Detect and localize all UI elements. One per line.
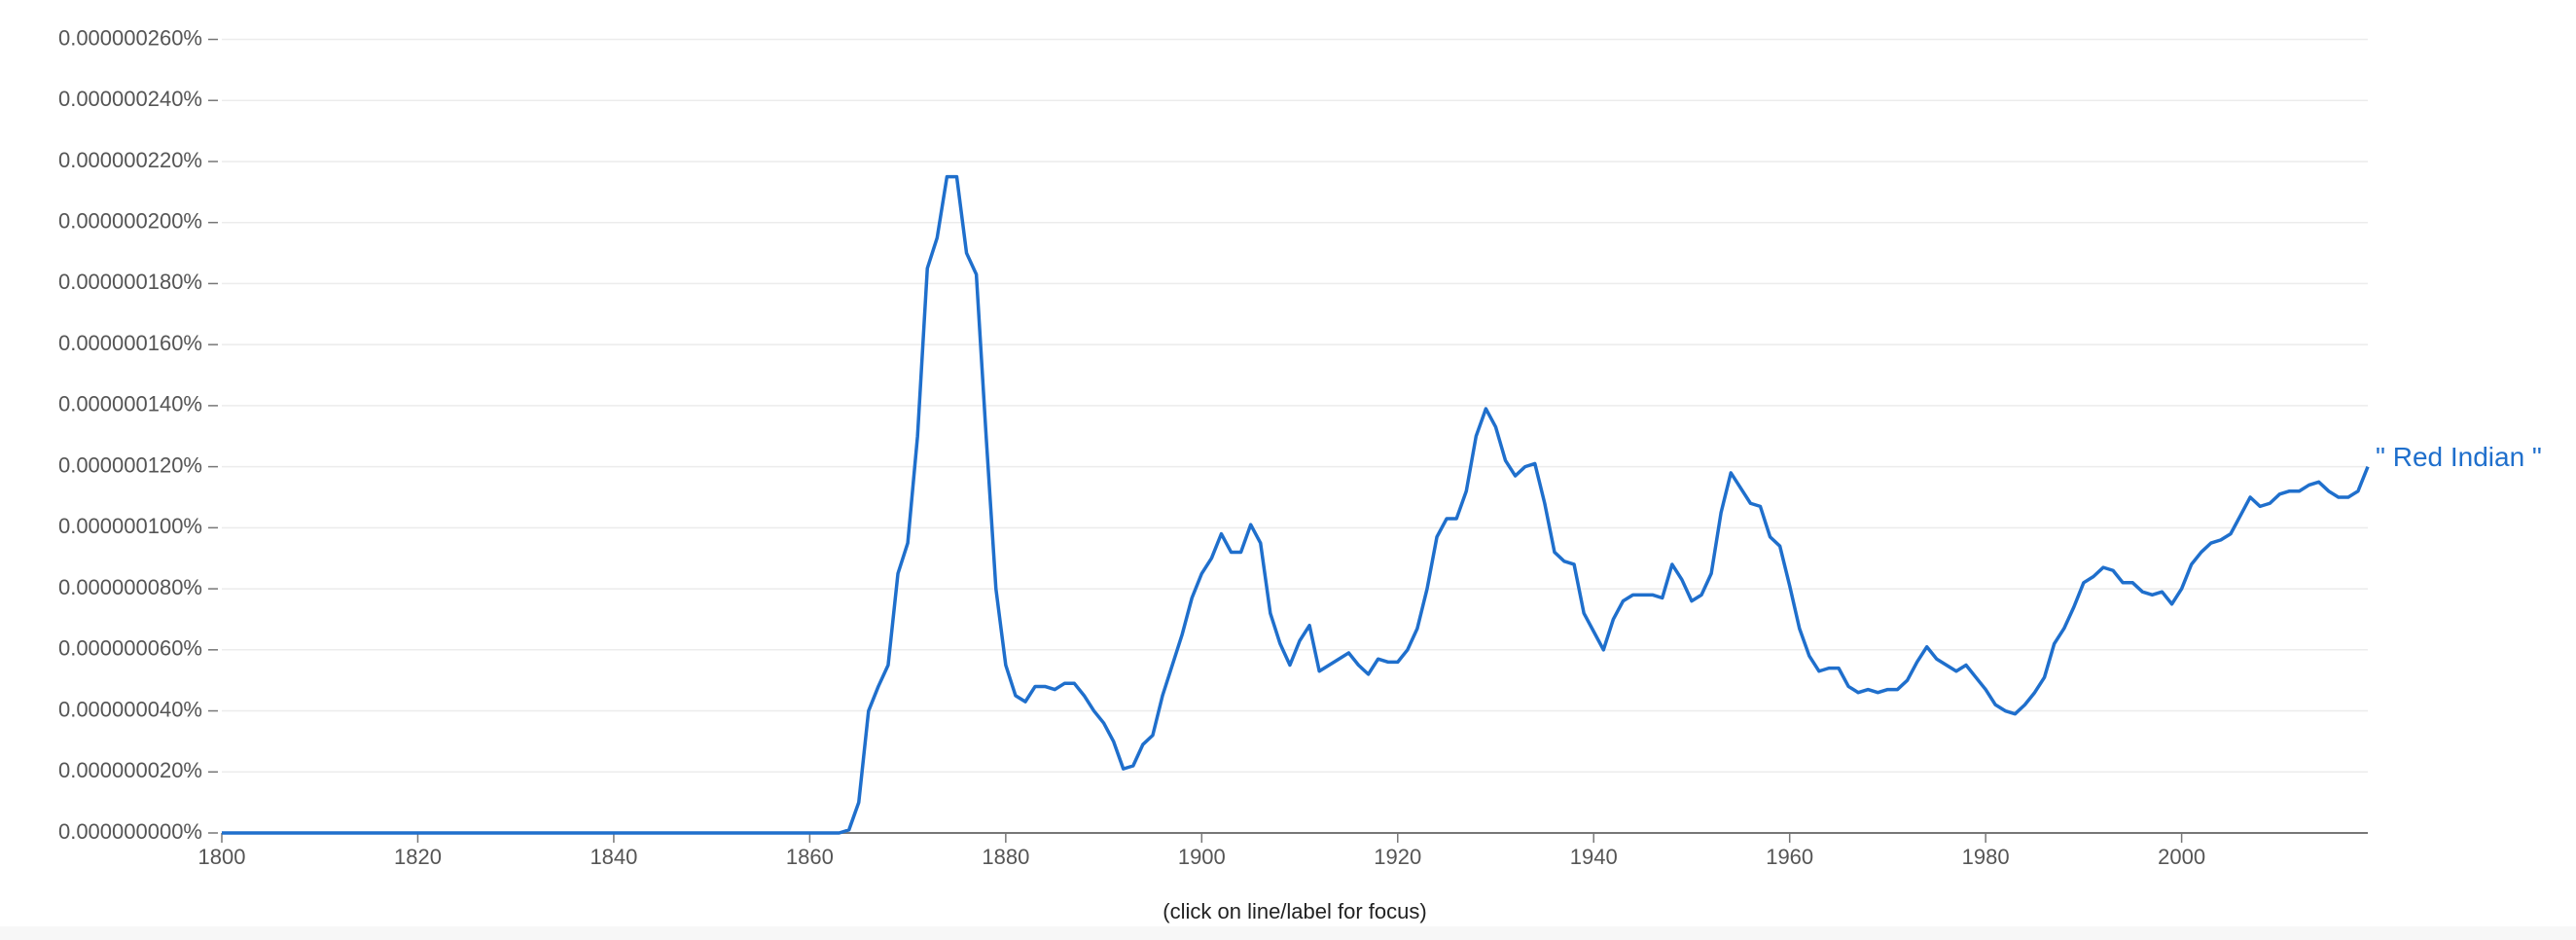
x-tick-label: 1840 [590, 845, 637, 869]
x-tick-label: 1880 [982, 845, 1029, 869]
y-tick-label: 0.000000160% [58, 331, 202, 355]
x-tick-label: 1800 [198, 845, 246, 869]
series-line[interactable] [222, 174, 2370, 835]
x-tick-label: 1900 [1178, 845, 1226, 869]
x-tick-label: 1940 [1570, 845, 1618, 869]
y-tick-label: 0.000000180% [58, 270, 202, 294]
x-tick-label: 1860 [786, 845, 834, 869]
x-tick-label: 1960 [1766, 845, 1813, 869]
x-tick-label: 1920 [1374, 845, 1421, 869]
series-label[interactable]: " Red Indian " [2376, 442, 2542, 472]
y-tick-label: 0.000000120% [58, 452, 202, 477]
footer-strip [0, 926, 2576, 940]
y-tick-label: 0.000000200% [58, 209, 202, 234]
y-tick-label: 0.000000100% [58, 514, 202, 538]
y-tick-label: 0.000000080% [58, 575, 202, 599]
y-tick-label: 0.000000020% [58, 758, 202, 782]
x-tick-label: 1820 [394, 845, 442, 869]
y-tick-label: 0.000000260% [58, 25, 202, 50]
y-tick-label: 0.000000060% [58, 636, 202, 661]
y-tick-label: 0.000000140% [58, 392, 202, 416]
x-tick-label: 1980 [1962, 845, 2010, 869]
y-tick-label: 0.000000040% [58, 697, 202, 721]
y-tick-label: 0.000000000% [58, 819, 202, 844]
footer-hint: (click on line/label for focus) [1163, 899, 1426, 923]
y-tick-label: 0.000000240% [58, 87, 202, 111]
y-tick-label: 0.000000220% [58, 148, 202, 172]
x-tick-label: 2000 [2158, 845, 2205, 869]
